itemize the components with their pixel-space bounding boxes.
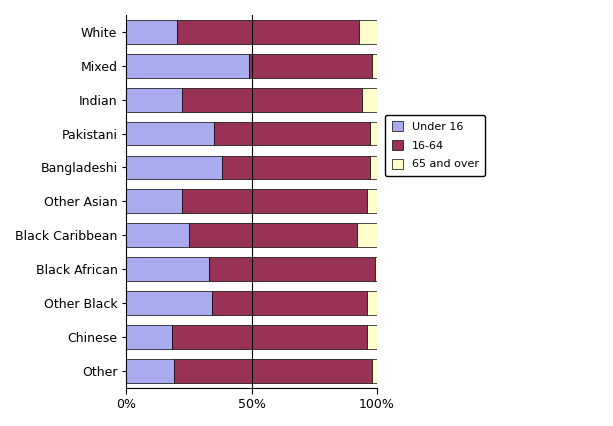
Bar	[362, 88, 377, 112]
Bar	[367, 325, 377, 348]
Bar	[249, 54, 372, 78]
Bar	[174, 359, 372, 383]
Bar	[370, 122, 377, 145]
Bar	[211, 291, 367, 315]
Bar	[214, 122, 370, 145]
Bar	[126, 190, 181, 213]
Bar	[367, 291, 377, 315]
Bar	[126, 257, 209, 281]
Bar	[181, 190, 367, 213]
Bar	[126, 122, 214, 145]
Bar	[372, 54, 377, 78]
Bar	[209, 257, 375, 281]
Bar	[189, 223, 357, 247]
Bar	[359, 20, 377, 44]
Bar	[177, 20, 359, 44]
Bar	[126, 223, 189, 247]
Bar	[126, 88, 181, 112]
Bar	[126, 291, 211, 315]
Bar	[126, 20, 177, 44]
Bar	[367, 190, 377, 213]
Bar	[172, 325, 367, 348]
Bar	[370, 155, 377, 179]
Bar	[375, 257, 377, 281]
Bar	[372, 359, 377, 383]
Bar	[357, 223, 377, 247]
Bar	[181, 88, 362, 112]
Bar	[126, 359, 174, 383]
Bar	[126, 325, 172, 348]
Bar	[126, 155, 222, 179]
Bar	[126, 54, 249, 78]
Legend: Under 16, 16-64, 65 and over: Under 16, 16-64, 65 and over	[385, 115, 485, 176]
Bar	[222, 155, 370, 179]
